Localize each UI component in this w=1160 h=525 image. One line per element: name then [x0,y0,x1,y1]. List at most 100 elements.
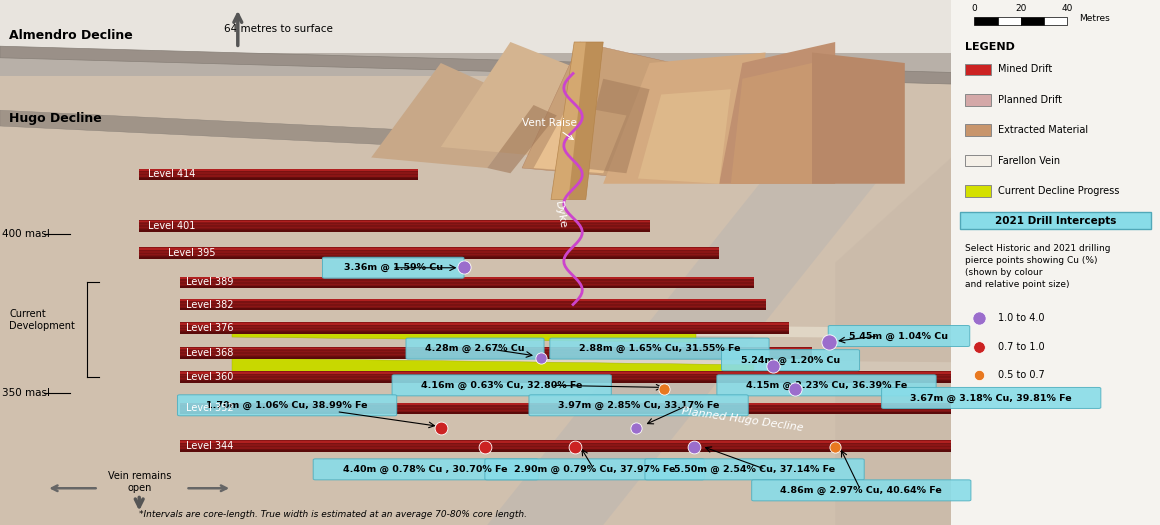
Text: 5.24m @ 1.20% Cu: 5.24m @ 1.20% Cu [741,355,840,365]
Polygon shape [371,63,534,168]
Bar [180,446,951,447]
Text: Mined Drift: Mined Drift [998,64,1052,75]
Bar [180,372,951,374]
Point [970,371,988,380]
Polygon shape [487,105,557,173]
Polygon shape [580,79,650,173]
Bar [180,371,951,383]
Bar [180,282,754,284]
Point [785,384,804,393]
Bar [180,374,951,375]
Text: Level 382: Level 382 [186,299,233,310]
Bar [139,176,418,178]
FancyBboxPatch shape [752,480,971,501]
Bar [139,171,418,172]
Bar [960,212,1151,229]
FancyBboxPatch shape [882,387,1101,408]
Text: 3.36m @ 1.59% Cu: 3.36m @ 1.59% Cu [343,263,443,272]
FancyBboxPatch shape [177,395,397,416]
Text: 4.15m @ 2.23% Cu, 36.39% Fe: 4.15m @ 2.23% Cu, 36.39% Fe [746,381,907,390]
Bar [180,441,951,443]
Point [654,384,673,393]
Bar [139,177,418,180]
Bar [180,286,754,288]
Polygon shape [603,52,766,184]
Text: 40: 40 [1061,4,1073,13]
FancyBboxPatch shape [485,459,704,480]
Text: 3.67m @ 3.18% Cu, 39.81% Fe: 3.67m @ 3.18% Cu, 39.81% Fe [911,393,1072,403]
Bar [180,355,812,357]
Polygon shape [835,158,951,525]
Bar [180,307,766,309]
Polygon shape [731,63,812,184]
Bar [180,322,789,334]
Bar [139,247,719,259]
Polygon shape [812,52,905,184]
Bar [180,277,754,279]
Bar [180,304,766,306]
Point [970,342,988,351]
Text: 0: 0 [972,4,977,13]
Text: Metres: Metres [1079,14,1110,23]
Text: Level 376: Level 376 [186,323,233,333]
Bar [951,0,1160,74]
FancyBboxPatch shape [550,338,769,359]
Text: Level 401: Level 401 [148,220,196,231]
Text: Hugo Decline: Hugo Decline [9,112,102,124]
Text: 0.7 to 1.0: 0.7 to 1.0 [998,341,1044,352]
Polygon shape [232,321,951,339]
Point [763,362,782,371]
Bar [180,324,789,326]
Point [566,443,585,452]
Text: 1.70m @ 1.06% Cu, 38.99% Fe: 1.70m @ 1.06% Cu, 38.99% Fe [206,401,368,410]
Polygon shape [638,89,731,184]
Polygon shape [232,323,696,342]
Text: 20: 20 [1015,4,1027,13]
Text: Vein remains
open: Vein remains open [108,471,171,493]
Text: 400 masl: 400 masl [2,228,50,239]
Polygon shape [232,358,754,379]
Polygon shape [0,110,870,168]
Text: Current
Development: Current Development [9,309,75,331]
Bar [180,350,812,351]
Bar [180,348,812,350]
Bar [139,174,418,175]
Text: 350 masl: 350 masl [2,387,50,398]
Text: Level 352: Level 352 [186,403,233,414]
FancyBboxPatch shape [828,326,970,346]
Text: 5.50m @ 2.54% Cu, 37.14% Fe: 5.50m @ 2.54% Cu, 37.14% Fe [674,465,835,474]
Text: Level 414: Level 414 [148,169,196,180]
Text: Select Historic and 2021 drilling
pierce points showing Cu (%)
(shown by colour
: Select Historic and 2021 drilling pierce… [965,244,1110,289]
Bar [180,301,766,302]
Bar [180,380,951,383]
Bar [180,277,754,288]
Polygon shape [487,147,905,525]
Text: 2.90m @ 0.79% Cu, 37.97% Fe: 2.90m @ 0.79% Cu, 37.97% Fe [514,465,675,474]
Bar [951,0,1160,525]
Bar [139,225,650,227]
Bar [180,449,951,452]
Bar [180,328,789,329]
FancyBboxPatch shape [529,395,748,416]
Text: Level 368: Level 368 [186,348,233,358]
Polygon shape [719,42,835,184]
Point [476,443,494,452]
Text: Current Decline Progress: Current Decline Progress [998,186,1119,196]
Polygon shape [441,42,603,158]
Bar [965,155,991,166]
Bar [139,220,650,232]
Polygon shape [232,356,951,373]
Bar [180,403,951,405]
Text: 4.86m @ 2.97% Cu, 40.64% Fe: 4.86m @ 2.97% Cu, 40.64% Fe [781,486,942,495]
Bar [180,347,812,359]
Bar [965,94,991,106]
Bar [180,356,812,359]
Text: Dyke: Dyke [553,201,567,230]
Bar [180,448,951,450]
Bar [139,220,650,223]
Bar [139,248,719,250]
Bar [998,17,1021,25]
Bar [180,403,951,414]
Text: 64 metres to surface: 64 metres to surface [224,24,333,34]
Bar [180,411,951,413]
